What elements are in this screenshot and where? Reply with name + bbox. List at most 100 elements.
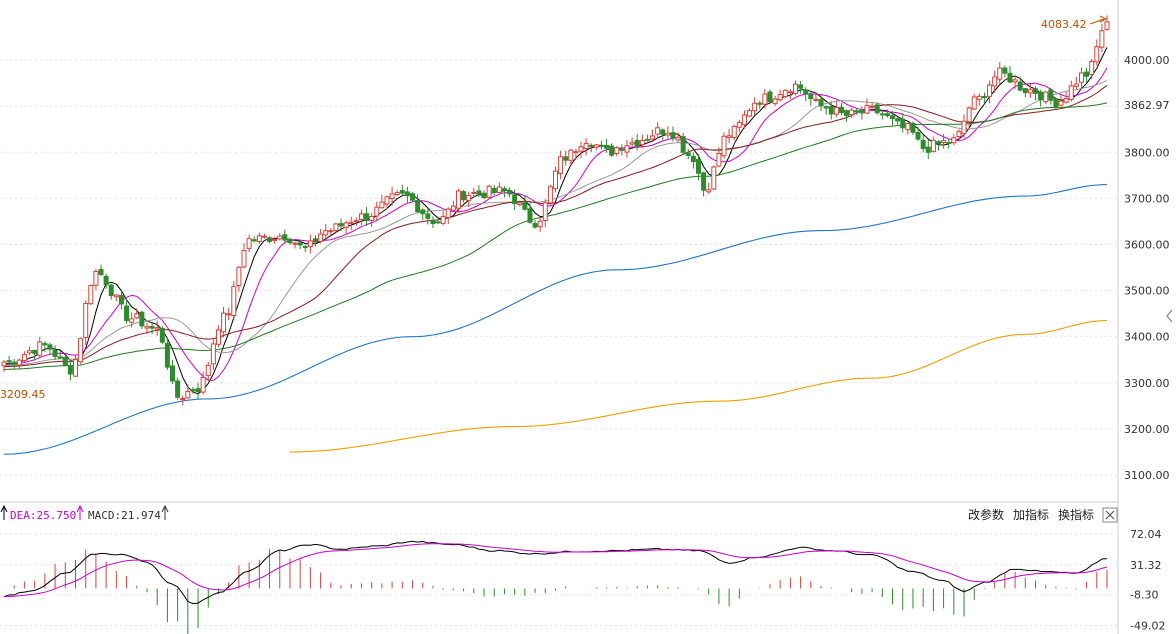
candle-body — [297, 242, 303, 246]
candle-down — [609, 143, 615, 158]
candle-body — [256, 235, 262, 242]
candle-down — [634, 133, 640, 151]
moving-average-lines — [3, 47, 1108, 455]
price-tick-label: 4000.00 — [1124, 54, 1170, 67]
close-panel-button[interactable] — [1102, 507, 1118, 523]
candle-body — [507, 189, 513, 195]
candle-body — [568, 149, 574, 161]
candle-body — [139, 311, 145, 327]
candle-body — [389, 193, 395, 200]
candle-down — [925, 140, 931, 159]
candle-body — [828, 106, 834, 115]
candlestick-series[interactable] — [1, 15, 1110, 406]
candle-body — [808, 94, 814, 100]
candle-up — [134, 308, 140, 319]
candle-up — [323, 223, 329, 240]
candle-body — [680, 136, 686, 153]
candle-body — [522, 202, 528, 210]
candle-body — [144, 326, 150, 329]
candle-body — [598, 144, 604, 147]
candle-body — [461, 191, 467, 201]
candle-body — [200, 376, 206, 393]
change-params-button[interactable]: 改参数 — [968, 507, 1004, 522]
candle-down — [404, 186, 410, 203]
candle-up — [1089, 58, 1095, 80]
candle-body — [481, 192, 487, 199]
candle-body — [604, 145, 610, 149]
candle-down — [767, 89, 773, 105]
switch-indicator-button[interactable]: 换指标 — [1058, 507, 1094, 522]
candle-body — [1007, 72, 1013, 83]
candle-up — [1068, 80, 1074, 102]
candle-body — [553, 170, 558, 190]
candle-down — [1053, 97, 1059, 111]
current-price-box — [1119, 97, 1171, 113]
chevron-left-icon[interactable] — [1166, 309, 1173, 323]
candle-body — [629, 142, 635, 145]
candle-down — [884, 109, 890, 118]
candle-up — [221, 306, 227, 338]
candle-up — [864, 98, 870, 115]
candle-up — [747, 107, 753, 118]
candle-body — [793, 83, 799, 94]
candle-down — [844, 109, 850, 122]
ma5-line — [3, 47, 1108, 395]
candle-down — [803, 87, 809, 102]
candle-body — [951, 137, 957, 144]
candle-body — [1002, 67, 1008, 74]
candle-body — [21, 354, 27, 361]
candle-body — [83, 303, 89, 339]
candle-body — [900, 118, 906, 129]
candle-up — [971, 93, 977, 111]
candle-down — [874, 102, 880, 115]
candle-down — [461, 189, 467, 203]
candle-down — [598, 140, 604, 150]
candle-body — [1043, 91, 1049, 103]
candle-body — [1104, 21, 1110, 30]
candle-body — [655, 127, 661, 135]
candle-body — [78, 338, 84, 363]
candle-body — [1099, 30, 1105, 48]
dea-line — [3, 543, 1108, 598]
candle-up — [27, 346, 33, 356]
candle-down — [1002, 65, 1008, 78]
candle-down — [195, 382, 201, 399]
candle-body — [920, 139, 926, 149]
candle-up — [154, 320, 160, 336]
candle-down — [644, 134, 650, 142]
current-price-label: 3862.97 — [1124, 99, 1170, 112]
candle-down — [57, 350, 63, 360]
candle-up — [558, 150, 564, 180]
candle-body — [190, 389, 196, 392]
candle-body — [670, 132, 676, 139]
main-grid — [0, 59, 1118, 476]
candle-down — [854, 108, 860, 115]
candle-down — [527, 202, 533, 224]
ma20-line — [3, 79, 1108, 367]
price-tick-label: 3700.00 — [1124, 192, 1170, 205]
candle-up — [568, 148, 574, 166]
candle-body — [542, 202, 548, 222]
candle-body — [67, 365, 73, 375]
candle-body — [731, 125, 737, 139]
candle-body — [1078, 72, 1084, 83]
candle-body — [833, 106, 839, 115]
candle-body — [379, 201, 385, 209]
candle-body — [757, 102, 763, 105]
price-tick-label: 3500.00 — [1124, 285, 1170, 298]
candle-body — [930, 139, 936, 152]
dea-value: DEA:25.750 — [10, 509, 76, 522]
candle-body — [88, 284, 94, 305]
candle-up — [992, 70, 998, 93]
candle-body — [338, 223, 344, 227]
candle-body — [864, 105, 870, 114]
candle-up — [762, 88, 768, 109]
candle-body — [72, 359, 78, 377]
candle-up — [328, 228, 334, 236]
candle-body — [741, 114, 747, 126]
candle-up — [358, 209, 364, 226]
add-indicator-button[interactable]: 加指标 — [1013, 507, 1049, 522]
candle-body — [430, 219, 436, 225]
candle-body — [476, 190, 482, 195]
